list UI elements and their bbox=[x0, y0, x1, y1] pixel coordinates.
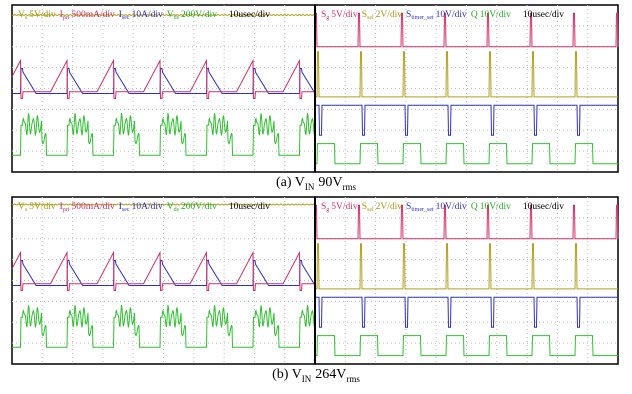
scope-screen bbox=[12, 197, 315, 364]
channel-symbol: V bbox=[167, 202, 174, 212]
caption-value: 90V bbox=[318, 175, 342, 190]
timebase: 10usec/div bbox=[523, 202, 564, 213]
caption-unit-subscript: rms bbox=[346, 374, 360, 384]
scopes bbox=[0, 0, 632, 394]
channel-symbol: Q bbox=[471, 10, 478, 20]
channel-scale: 500mA/div bbox=[71, 202, 114, 212]
timebase: 10usec/div bbox=[523, 10, 564, 21]
caption-prefix: (a) V bbox=[276, 175, 305, 190]
channel-symbol: Q bbox=[471, 202, 478, 212]
channel-subscript: ds bbox=[174, 207, 179, 213]
channel-scale: 5V/div bbox=[29, 202, 55, 212]
channel-scale: 10V/div bbox=[436, 10, 467, 20]
channel-scale: 10A/div bbox=[132, 202, 163, 212]
channel-scale: 500mA/div bbox=[71, 10, 114, 20]
channel-symbol: V bbox=[18, 202, 25, 212]
channel-scale: 5V/div bbox=[331, 202, 357, 212]
channel-subscript: s bbox=[25, 15, 27, 21]
scope-screen bbox=[12, 5, 315, 172]
channel-symbol: V bbox=[167, 10, 174, 20]
channel-scale: 200V/div bbox=[181, 10, 217, 20]
channel-symbol: V bbox=[18, 10, 25, 20]
channel-scale: 2V/div bbox=[376, 202, 402, 212]
channel-scale: 5V/div bbox=[331, 10, 357, 20]
channel-subscript: timer_set bbox=[411, 15, 433, 21]
channel-scale: 200V/div bbox=[181, 202, 217, 212]
channel-subscript: pri bbox=[63, 15, 70, 21]
channel-subscript: s bbox=[25, 207, 27, 213]
channel-subscript: sel bbox=[367, 207, 374, 213]
channel-scale: 10A/div bbox=[132, 10, 163, 20]
channel-subscript: ds bbox=[174, 15, 179, 21]
channel-subscript: pri bbox=[63, 207, 70, 213]
channel-subscript: sec bbox=[122, 207, 130, 213]
caption-value: 264V bbox=[315, 367, 346, 382]
channel-scale: 10V/div bbox=[436, 202, 467, 212]
caption-subscript: IN bbox=[302, 374, 312, 384]
caption-subscript: IN bbox=[305, 182, 315, 192]
channel-scale: 10V/div bbox=[480, 202, 511, 212]
caption-prefix: (b) V bbox=[272, 367, 302, 382]
channel-scale: 2V/div bbox=[376, 10, 402, 20]
figure: Vs5V/divIpri500mA/divIsec10A/divVds200V/… bbox=[0, 0, 632, 394]
caption-unit-subscript: rms bbox=[343, 182, 357, 192]
timebase: 10usec/div bbox=[229, 202, 270, 213]
channel-scale: 10V/div bbox=[480, 10, 511, 20]
channel-subscript: sel bbox=[367, 15, 374, 21]
channel-scale: 5V/div bbox=[29, 10, 55, 20]
channel-subscript: timer_set bbox=[411, 207, 433, 213]
channel-subscript: g bbox=[326, 207, 329, 213]
timebase: 10usec/div bbox=[229, 10, 270, 21]
channel-subscript: g bbox=[326, 15, 329, 21]
channel-subscript: sec bbox=[122, 15, 130, 21]
